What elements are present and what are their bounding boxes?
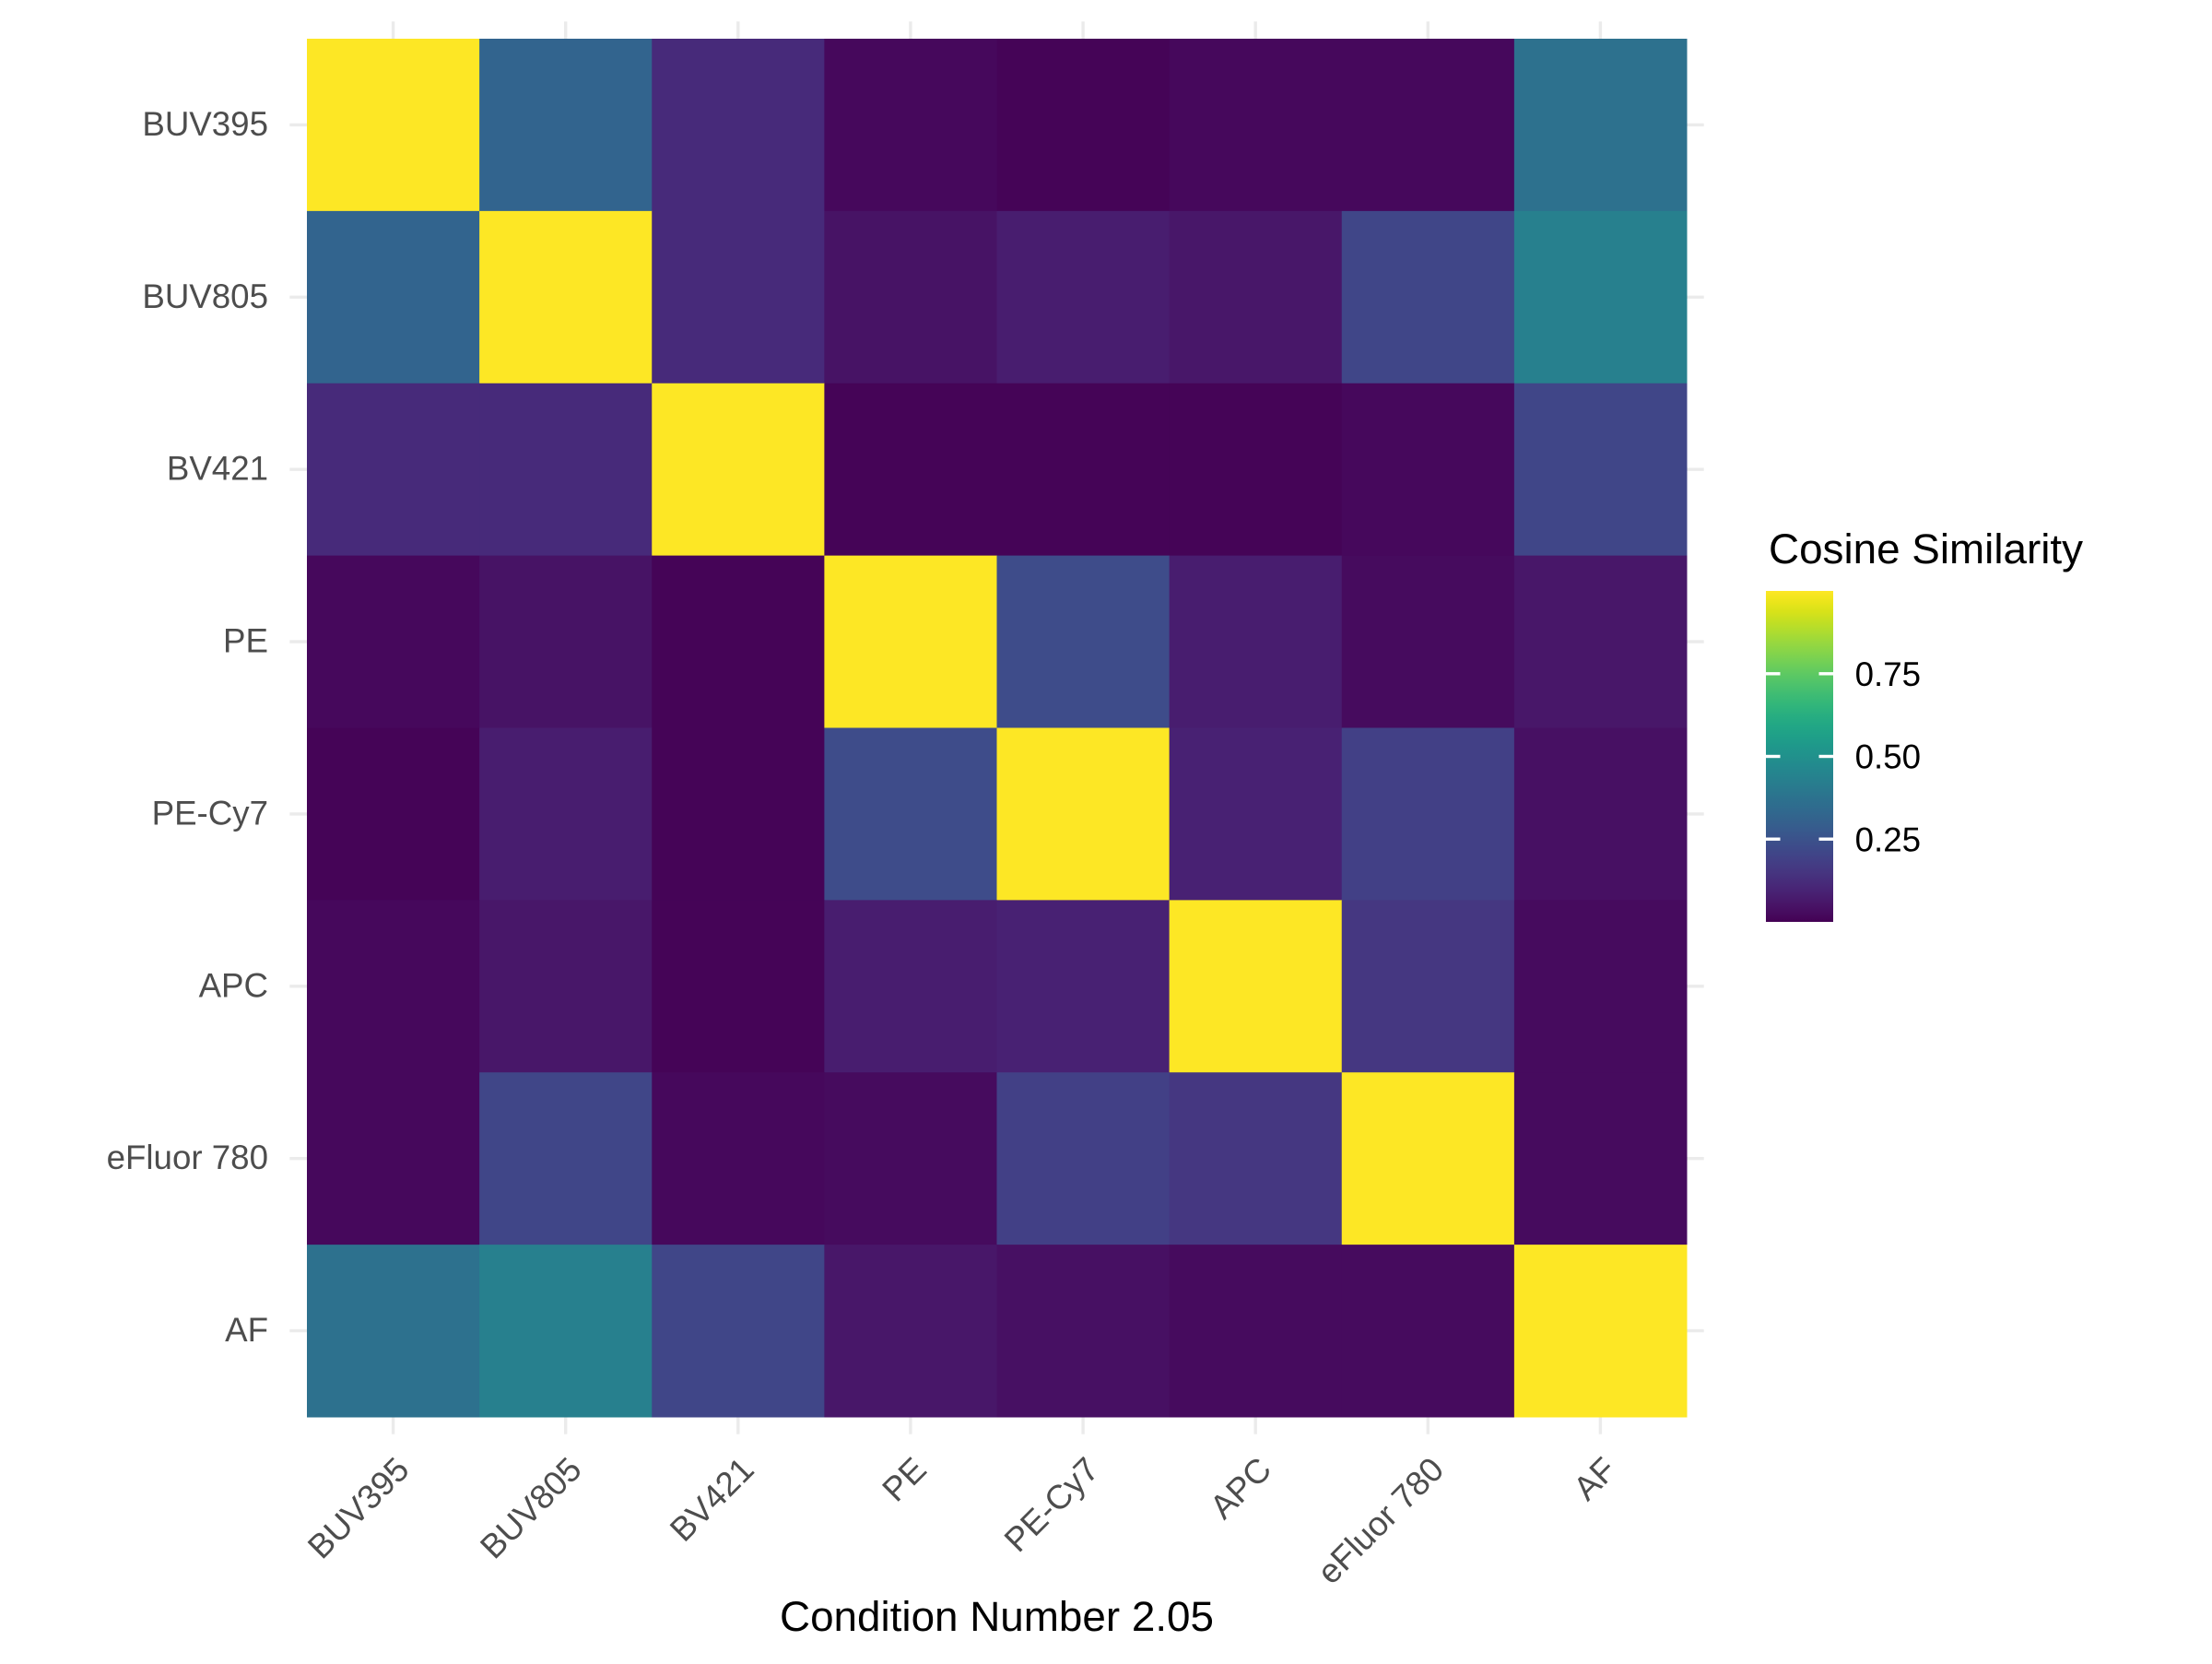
svg-text:BUV805: BUV805: [142, 277, 268, 315]
svg-text:Condition Number 2.05: Condition Number 2.05: [780, 1593, 1214, 1640]
svg-text:PE-Cy7: PE-Cy7: [152, 795, 268, 832]
svg-text:PE: PE: [223, 622, 268, 660]
svg-text:Cosine Similarity: Cosine Similarity: [1769, 525, 2083, 572]
svg-text:0.50: 0.50: [1855, 738, 1921, 776]
svg-text:eFluor 780: eFluor 780: [107, 1139, 268, 1176]
svg-text:APC: APC: [199, 966, 268, 1004]
svg-text:0.25: 0.25: [1855, 820, 1921, 858]
svg-text:BUV395: BUV395: [142, 105, 268, 143]
svg-text:AF: AF: [225, 1311, 268, 1349]
svg-text:BV421: BV421: [167, 450, 268, 488]
svg-text:0.75: 0.75: [1855, 655, 1921, 693]
